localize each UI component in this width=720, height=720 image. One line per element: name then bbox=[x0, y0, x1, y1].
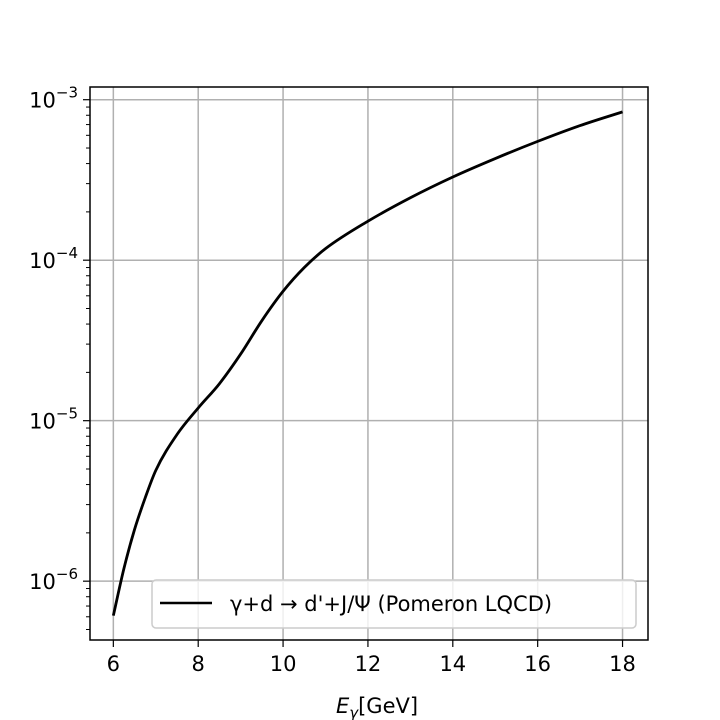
series-layer bbox=[111, 110, 623, 616]
x-tick-label: 18 bbox=[609, 652, 636, 676]
legend: γ+d → d'+J/Ψ (Pomeron LQCD) bbox=[151, 579, 637, 629]
y-axis-ticks: 10−6 10−5 10−4 10−3 bbox=[29, 84, 90, 594]
x-tick-label: 10 bbox=[270, 652, 297, 676]
x-axis-ticks: 6 8 10 12 14 16 18 bbox=[107, 640, 636, 676]
legend-entry: γ+d → d'+J/Ψ (Pomeron LQCD) bbox=[230, 592, 552, 616]
x-tick-label: 16 bbox=[524, 652, 551, 676]
grid bbox=[90, 87, 648, 640]
series-line bbox=[111, 110, 623, 616]
x-tick-label: 14 bbox=[439, 652, 466, 676]
y-tick-label: 10−3 bbox=[29, 84, 78, 113]
y-tick-label: 10−6 bbox=[29, 565, 78, 594]
x-axis-label: Eγ[GeV] bbox=[336, 694, 418, 720]
x-tick-label: 12 bbox=[355, 652, 382, 676]
x-axis-label-rest: [GeV] bbox=[358, 694, 418, 718]
x-tick-label: 8 bbox=[192, 652, 205, 676]
x-axis-label-main: E bbox=[336, 694, 350, 718]
x-axis-label-sub: γ bbox=[349, 704, 359, 720]
y-tick-label: 10−5 bbox=[29, 405, 78, 434]
x-tick-label: 6 bbox=[107, 652, 120, 676]
legend-box bbox=[151, 579, 637, 629]
plot-frame bbox=[89, 86, 649, 641]
y-tick-label: 10−4 bbox=[29, 244, 78, 273]
